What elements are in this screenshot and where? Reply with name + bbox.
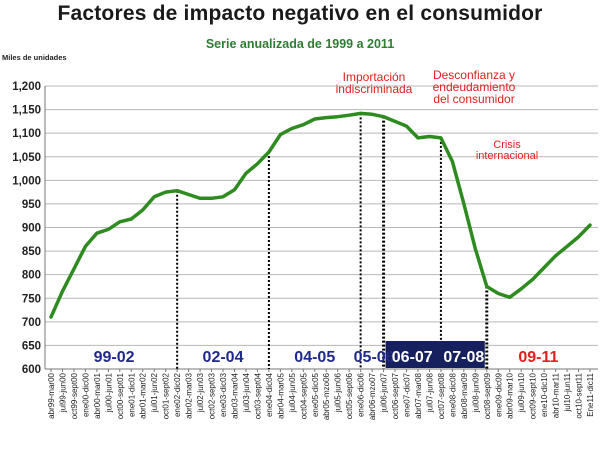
x-tick-label: jul06-jun07 xyxy=(380,372,389,413)
x-tick-label: oct05-sept06 xyxy=(345,372,354,419)
period-label: 02-04 xyxy=(203,349,244,366)
x-tick-label: oct04-sept05 xyxy=(299,372,308,419)
x-tick-label: ene08-dic08 xyxy=(448,372,457,417)
x-tick-label: oct07-sept08 xyxy=(437,372,446,419)
x-tick-label: abr01-mar02 xyxy=(139,372,148,418)
y-tick-label: 750 xyxy=(22,293,41,305)
y-tick-label: 650 xyxy=(22,340,41,352)
x-tick-label: abr03-mar04 xyxy=(230,372,239,418)
x-tick-label: jul04-jun05 xyxy=(288,372,297,413)
annotation: Desconfianza y endeudamiento del consumido… xyxy=(433,68,516,106)
y-tick-label: 1,200 xyxy=(12,81,41,93)
x-tick-label: oct06-sept07 xyxy=(391,372,400,419)
x-tick-label: ene05-dic05 xyxy=(311,372,320,417)
x-tick-label: ene06-dic06 xyxy=(357,372,366,417)
x-tick-label: abr04-mar05 xyxy=(276,372,285,418)
x-tick-label: oct10-sept11 xyxy=(575,372,584,418)
period-band xyxy=(385,341,485,368)
x-tick-label: ene10-dic10 xyxy=(540,372,549,417)
x-tick-label: ene09-dic09 xyxy=(494,372,503,417)
period-label: 06-07 xyxy=(392,349,433,366)
period-label: 07-08 xyxy=(443,349,484,366)
x-tick-label: oct00-sept01 xyxy=(116,372,125,419)
period-label: 09-11 xyxy=(518,349,558,366)
x-tick-label: ene04-dic04 xyxy=(265,372,274,417)
x-tick-label: jul09-jun10 xyxy=(517,372,526,413)
x-tick-label: jul08-jun09 xyxy=(471,372,480,413)
x-tick-label: abr05-mzo06 xyxy=(322,372,331,420)
x-tick-label: abr07-mar08 xyxy=(414,372,423,418)
y-tick-label: 950 xyxy=(22,199,41,211)
x-tick-label: jul05-jun06 xyxy=(334,372,343,413)
chart-subtitle: Serie anualizada de 1999 a 2011 xyxy=(205,37,395,51)
period-label: 05-06 xyxy=(354,349,395,366)
x-tick-label: jul02-jun03 xyxy=(196,372,205,413)
y-tick-label: 850 xyxy=(22,246,41,258)
annotation: Importación indiscriminada xyxy=(336,70,413,96)
x-tick-label: abr99-mar00 xyxy=(47,372,56,418)
period-label: 04-05 xyxy=(294,349,335,366)
x-tick-label: abr10-mar11 xyxy=(552,372,561,418)
x-tick-label: abr08-mar09 xyxy=(460,372,469,418)
x-tick-label: oct01-sept02 xyxy=(162,372,171,419)
x-tick-label: jul99-jun00 xyxy=(58,372,67,413)
x-tick-label: ene03-dic03 xyxy=(219,372,228,417)
y-tick-label: 1,000 xyxy=(12,175,41,187)
x-tick-label: abr00-mar01 xyxy=(93,372,102,418)
y-tick-label: 900 xyxy=(22,223,41,235)
x-tick-label: ene07-dic07 xyxy=(403,372,412,417)
x-tick-label: jul01-jun02 xyxy=(150,372,159,413)
x-tick-label: abr02-mar03 xyxy=(185,372,194,418)
x-tick-label: ene00-dic00 xyxy=(81,372,90,417)
y-tick-label: 800 xyxy=(22,270,41,282)
y-axis-label: Miles de unidades xyxy=(2,53,67,62)
series-line xyxy=(49,111,592,319)
x-tick-label: jul07-jun08 xyxy=(425,372,434,413)
y-tick-label: 1,100 xyxy=(12,128,41,140)
x-tick-label: oct02-sept03 xyxy=(208,372,217,419)
x-tick-label: oct09-sept10 xyxy=(529,372,538,419)
x-tick-label: abr09-mar10 xyxy=(506,372,515,418)
y-tick-label: 600 xyxy=(22,364,41,376)
x-tick-label: oct03-sept04 xyxy=(253,372,262,419)
annotation: Crisis internacional xyxy=(476,139,538,162)
period-label: 99-02 xyxy=(94,349,135,366)
x-tick-label: ene02-dic02 xyxy=(173,372,182,417)
y-tick-label: 700 xyxy=(22,317,41,329)
x-tick-label: jul00-jun01 xyxy=(104,372,113,413)
y-tick-label: 1,150 xyxy=(12,105,41,117)
x-tick-label: jul03-jun04 xyxy=(242,372,251,413)
x-tick-label: abr06-mzo07 xyxy=(368,372,377,420)
x-tick-label: ene01-dic01 xyxy=(127,372,136,417)
x-tick-label: Ene11-dic11 xyxy=(586,372,595,416)
x-tick-label: oct99-sept00 xyxy=(70,372,79,419)
y-tick-label: 1,050 xyxy=(12,152,41,164)
x-tick-label: jul10-jun11 xyxy=(563,372,572,412)
x-tick-label: oct08-sept09 xyxy=(483,372,492,419)
chart-title: Factores de impacto negativo en el consu… xyxy=(57,2,543,25)
